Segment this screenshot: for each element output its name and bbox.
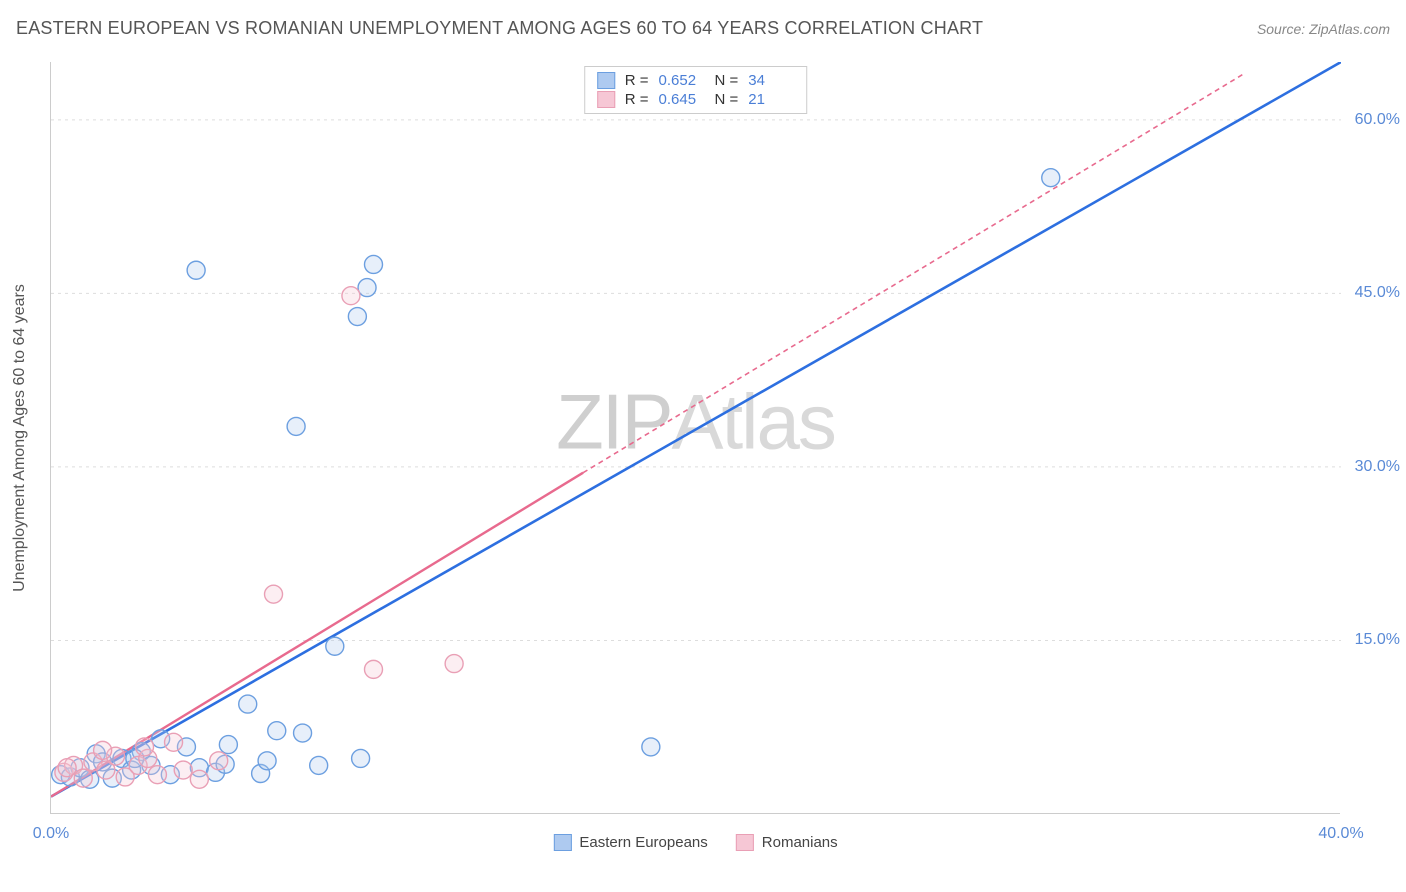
chart-container: EASTERN EUROPEAN VS ROMANIAN UNEMPLOYMEN… bbox=[0, 0, 1406, 892]
r-label: R = bbox=[625, 91, 649, 108]
n-value: 34 bbox=[748, 72, 794, 89]
y-axis-label: Unemployment Among Ages 60 to 64 years bbox=[8, 62, 32, 814]
legend-swatch bbox=[597, 91, 615, 108]
regression-legend-box: R = 0.652 N = 34 R = 0.645 N = 21 bbox=[584, 66, 808, 114]
legend-swatch bbox=[597, 72, 615, 89]
bottom-legend-item: Eastern Europeans bbox=[553, 834, 707, 851]
n-label: N = bbox=[715, 91, 739, 108]
x-tick-label: 0.0% bbox=[33, 825, 69, 843]
n-value: 21 bbox=[748, 91, 794, 108]
legend-swatch bbox=[736, 834, 754, 851]
legend-label: Eastern Europeans bbox=[579, 834, 707, 851]
title-bar: EASTERN EUROPEAN VS ROMANIAN UNEMPLOYMEN… bbox=[16, 18, 1390, 39]
legend-swatch bbox=[553, 834, 571, 851]
n-label: N = bbox=[715, 72, 739, 89]
x-tick-label: 40.0% bbox=[1318, 825, 1363, 843]
y-tick-label: 30.0% bbox=[1345, 458, 1400, 476]
r-value: 0.645 bbox=[659, 91, 705, 108]
legend-label: Romanians bbox=[762, 834, 838, 851]
plot-area: ZIPAtlas R =0.652N =34R =0.645N =21 East… bbox=[50, 62, 1340, 814]
y-tick-label: 60.0% bbox=[1345, 111, 1400, 129]
r-label: R = bbox=[625, 72, 649, 89]
regression-legend-row: R = 0.645 N = 21 bbox=[597, 90, 795, 109]
y-tick-label: 15.0% bbox=[1345, 631, 1400, 649]
r-value: 0.652 bbox=[659, 72, 705, 89]
y-axis-label-text: Unemployment Among Ages 60 to 64 years bbox=[11, 284, 29, 592]
regression-legend-row: R = 0.652 N = 34 bbox=[597, 71, 795, 90]
bottom-legend: Eastern Europeans Romanians bbox=[553, 834, 837, 851]
bottom-legend-item: Romanians bbox=[736, 834, 838, 851]
y-tick-label: 45.0% bbox=[1345, 284, 1400, 302]
chart-title: EASTERN EUROPEAN VS ROMANIAN UNEMPLOYMEN… bbox=[16, 18, 983, 39]
chart-svg bbox=[51, 62, 1341, 814]
source-label: Source: ZipAtlas.com bbox=[1257, 21, 1390, 37]
